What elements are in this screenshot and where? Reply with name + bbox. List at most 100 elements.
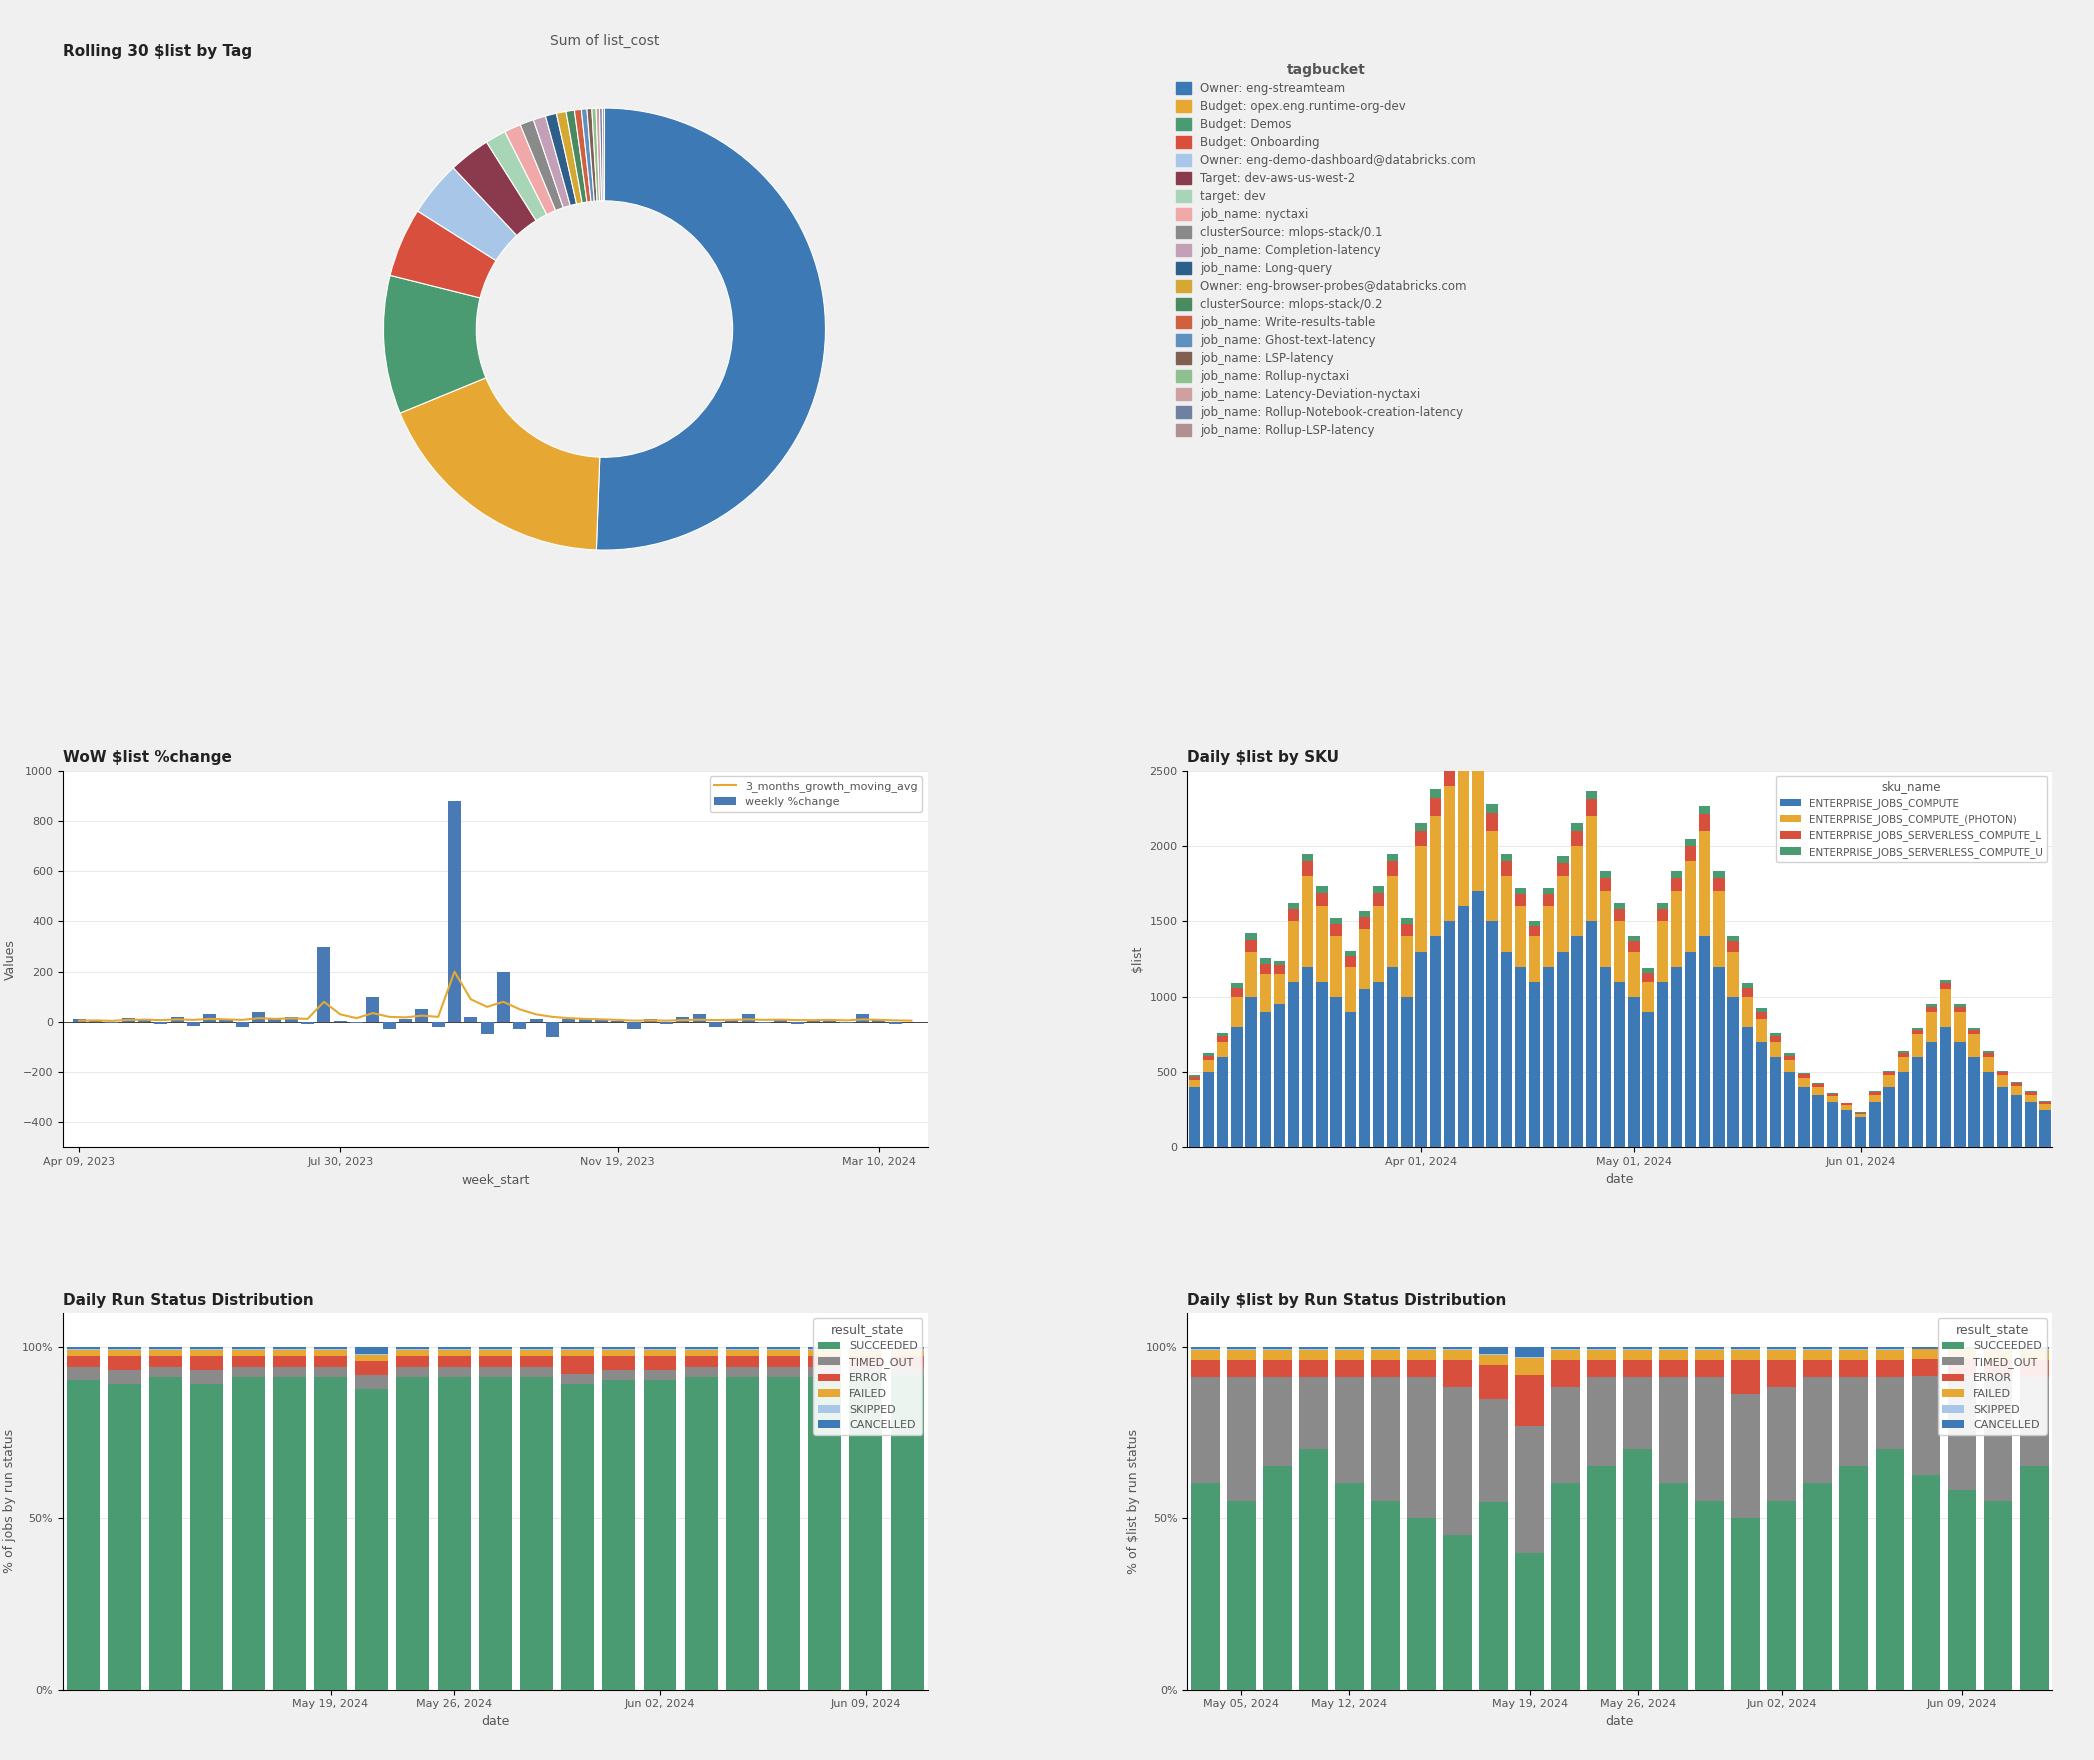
Bar xyxy=(1983,1376,2012,1501)
Bar xyxy=(1755,1019,1767,1042)
Bar xyxy=(1983,1350,2012,1360)
Bar xyxy=(1552,1360,1581,1387)
Bar xyxy=(1897,1072,1910,1148)
Bar xyxy=(1784,1072,1795,1148)
Wedge shape xyxy=(597,107,601,201)
Bar xyxy=(1386,854,1399,861)
Bar xyxy=(1876,1376,1903,1448)
Bar xyxy=(1926,1007,1937,1012)
Bar xyxy=(1344,956,1357,966)
Bar xyxy=(1769,1037,1782,1042)
Bar xyxy=(1227,1501,1256,1690)
Bar xyxy=(2025,1093,2037,1095)
Bar xyxy=(1713,878,1725,891)
Bar xyxy=(1288,903,1298,910)
Y-axis label: % of jobs by run status: % of jobs by run status xyxy=(2,1429,17,1573)
Bar xyxy=(1600,966,1610,1148)
Bar xyxy=(1202,1060,1215,1072)
Bar xyxy=(1529,982,1541,1148)
Bar xyxy=(438,1357,471,1368)
Bar xyxy=(232,1357,264,1368)
Bar xyxy=(1813,1088,1824,1095)
Bar xyxy=(2040,1104,2050,1111)
Bar xyxy=(1696,1360,1723,1376)
Bar xyxy=(2040,1111,2050,1148)
Bar xyxy=(1472,891,1483,1148)
Bar xyxy=(1336,1484,1363,1690)
Legend: SUCCEEDED, TIMED_OUT, ERROR, FAILED, SKIPPED, CANCELLED: SUCCEEDED, TIMED_OUT, ERROR, FAILED, SKI… xyxy=(1937,1318,2046,1434)
Bar xyxy=(356,1355,387,1362)
Bar xyxy=(1189,1088,1200,1148)
Bar xyxy=(1614,903,1625,910)
Bar xyxy=(268,1017,281,1023)
Bar xyxy=(2010,1082,2023,1086)
Bar xyxy=(1614,910,1625,922)
Bar xyxy=(1587,1466,1617,1690)
Bar xyxy=(1457,906,1470,1148)
Bar xyxy=(1516,1426,1543,1552)
Wedge shape xyxy=(486,132,547,220)
Bar xyxy=(1855,1114,1866,1118)
Bar xyxy=(685,1368,718,1376)
Bar xyxy=(1629,936,1640,942)
Bar xyxy=(725,1019,739,1023)
Bar xyxy=(1336,1350,1363,1360)
Bar xyxy=(1883,1088,1895,1148)
Bar xyxy=(272,1368,306,1376)
Wedge shape xyxy=(557,111,582,204)
Bar xyxy=(1372,1501,1399,1690)
Wedge shape xyxy=(505,125,555,215)
Bar xyxy=(808,1350,842,1357)
Bar xyxy=(1263,1376,1292,1466)
Bar xyxy=(1769,1058,1782,1148)
Bar xyxy=(1968,1058,1979,1148)
Bar xyxy=(1947,1376,1977,1489)
Bar xyxy=(1231,1026,1242,1148)
Bar xyxy=(1416,952,1426,1148)
Bar xyxy=(1912,1035,1922,1058)
Bar xyxy=(1302,966,1313,1148)
Wedge shape xyxy=(599,107,603,201)
Bar xyxy=(1443,1350,1472,1360)
Bar xyxy=(1841,1105,1853,1111)
Bar xyxy=(1784,1060,1795,1072)
Bar xyxy=(1600,891,1610,966)
Bar xyxy=(850,1350,882,1357)
Bar xyxy=(1870,1095,1880,1102)
Bar xyxy=(1443,1535,1472,1690)
Bar xyxy=(1258,964,1271,975)
Bar xyxy=(232,1368,264,1376)
Bar xyxy=(448,801,461,1023)
Bar xyxy=(1998,1075,2008,1088)
Bar xyxy=(1671,878,1681,891)
Bar xyxy=(1189,1077,1200,1079)
Bar xyxy=(1231,987,1242,996)
Wedge shape xyxy=(582,109,595,202)
Bar xyxy=(1926,1003,1937,1007)
3_months_growth_moving_avg xyxy=(442,961,467,982)
Bar xyxy=(1629,952,1640,996)
Bar xyxy=(203,1014,216,1023)
Bar xyxy=(1514,906,1527,966)
Bar xyxy=(191,1369,224,1383)
Bar xyxy=(1227,1360,1256,1376)
Bar xyxy=(314,1376,348,1690)
Bar xyxy=(1443,1387,1472,1535)
Bar xyxy=(149,1368,182,1376)
Bar xyxy=(1671,891,1681,966)
Bar xyxy=(1642,968,1654,973)
Bar xyxy=(1317,892,1328,906)
Bar xyxy=(2010,1095,2023,1148)
Bar xyxy=(1543,966,1554,1148)
Bar xyxy=(1623,1360,1652,1376)
Bar xyxy=(1189,1079,1200,1088)
Bar xyxy=(1191,1360,1219,1376)
Bar xyxy=(1755,1012,1767,1019)
Bar xyxy=(766,1376,800,1690)
Bar xyxy=(1755,1042,1767,1148)
X-axis label: date: date xyxy=(1606,1172,1633,1186)
Bar xyxy=(1386,966,1399,1148)
Bar xyxy=(1430,936,1441,1148)
Text: Daily Run Status Distribution: Daily Run Status Distribution xyxy=(63,1292,314,1308)
Bar xyxy=(1317,906,1328,982)
